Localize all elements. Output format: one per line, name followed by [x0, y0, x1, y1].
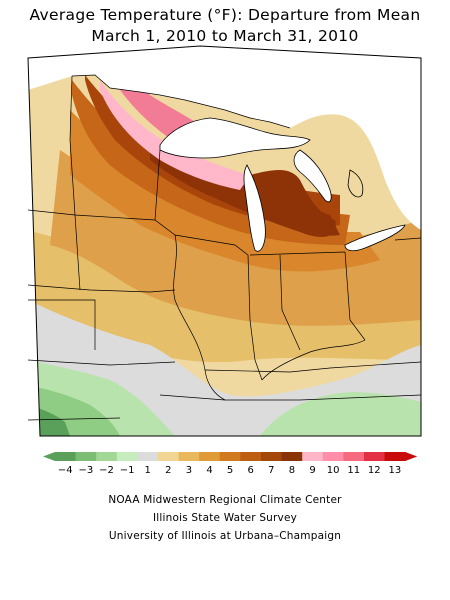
zone-orange — [70, 110, 380, 272]
legend-label: −1 — [120, 465, 135, 476]
state-boundaries — [27, 74, 422, 421]
legend-swatch — [199, 452, 221, 461]
temperature-departure-map — [27, 45, 422, 437]
legend-label: −4 — [58, 465, 73, 476]
mn-wi-border — [154, 149, 161, 221]
georgian-bay — [347, 169, 364, 198]
legend-swatch — [322, 452, 344, 461]
legend-swatch — [116, 452, 138, 461]
legend-label: 5 — [227, 465, 233, 476]
wi-il-border — [174, 234, 249, 256]
mo-ar-border — [27, 359, 176, 366]
legend-label: 8 — [289, 465, 295, 476]
legend-swatch — [261, 452, 283, 461]
legend-label: 4 — [206, 465, 212, 476]
legend-label: 3 — [186, 465, 192, 476]
legend-swatch — [96, 452, 118, 461]
legend-label: 9 — [309, 465, 315, 476]
legend-label: 13 — [389, 465, 402, 476]
us-canada-border — [71, 74, 291, 129]
zone-pink-light — [100, 80, 250, 190]
oh-pa-border — [344, 251, 366, 341]
map-title-line-2: March 1, 2010 to March 31, 2010 — [91, 27, 359, 45]
zone-orange-light — [50, 150, 421, 326]
legend-swatch — [75, 452, 97, 461]
map-fill-layer — [28, 46, 421, 436]
pa-ny-border — [394, 237, 422, 241]
legend-label: −2 — [99, 465, 114, 476]
credit-line-2: Illinois State Water Survey — [152, 512, 298, 524]
legend-swatch — [55, 452, 77, 461]
legend-swatch — [240, 452, 262, 461]
lake-superior — [160, 118, 310, 158]
credit-line-3: University of Illinois at Urbana–Champai… — [108, 530, 342, 542]
legend-swatch — [178, 452, 200, 461]
mi-in-oh-border — [249, 251, 346, 256]
credit-line-1: NOAA Midwestern Regional Climate Center — [108, 494, 342, 506]
legend-swatch — [343, 452, 365, 461]
ks-mo-border — [28, 299, 96, 350]
legend-swatch — [137, 452, 159, 461]
legend-label: −3 — [79, 465, 94, 476]
legend-swatch — [384, 452, 406, 461]
lake-michigan — [243, 165, 266, 252]
legend-swatch — [281, 452, 303, 461]
canada-area — [28, 46, 421, 230]
mn-western-border — [69, 75, 81, 291]
legend-label: 10 — [327, 465, 340, 476]
legend-arrow-low — [43, 452, 55, 461]
legend-label: 1 — [145, 465, 151, 476]
legend-swatch — [302, 452, 324, 461]
zone-green-light-east — [260, 392, 421, 436]
in-oh-border — [279, 254, 301, 351]
ok-tx-border — [27, 417, 121, 421]
legend-arrow-high — [405, 452, 418, 461]
mississippi-river — [173, 234, 226, 401]
legend-label: 11 — [347, 465, 360, 476]
lake-outlines — [159, 117, 406, 252]
il-in-border — [247, 254, 263, 381]
ia-mo-border — [27, 284, 176, 293]
lake-huron — [294, 150, 332, 202]
ky-tn-border — [204, 361, 422, 373]
legend-swatch — [219, 452, 241, 461]
color-scale-legend: −4 −3 −2 −1 1 2 3 4 5 6 7 8 9 10 11 12 13 — [43, 452, 418, 476]
legend-label: 7 — [268, 465, 274, 476]
mn-ia-border — [27, 209, 176, 236]
lake-erie — [345, 225, 405, 251]
legend-label: 2 — [165, 465, 171, 476]
legend-label: 6 — [248, 465, 254, 476]
zone-brown-dark-mi — [280, 190, 340, 236]
legend-swatch — [158, 452, 180, 461]
legend-swatch — [364, 452, 386, 461]
legend-label: 12 — [368, 465, 381, 476]
tn-south-border — [159, 394, 422, 401]
map-frame — [27, 45, 422, 437]
map-title-line-1: Average Temperature (°F): Departure from… — [29, 6, 421, 24]
